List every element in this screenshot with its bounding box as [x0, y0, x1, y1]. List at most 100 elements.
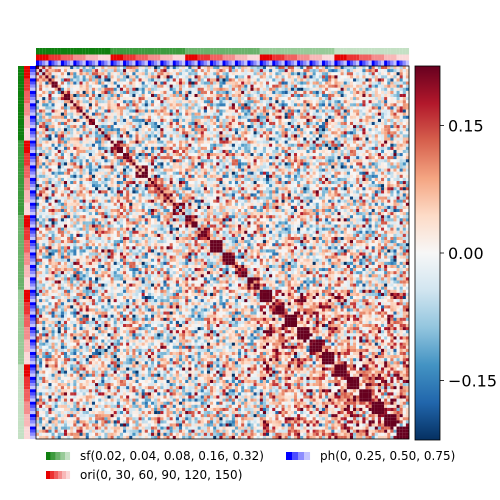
- heatmap-cell: [306, 69, 310, 73]
- heatmap-cell: [238, 66, 242, 70]
- heatmap-cell: [213, 100, 217, 104]
- heatmap-cell: [390, 153, 394, 157]
- heatmap-cell: [331, 125, 335, 129]
- heatmap-cell: [312, 75, 316, 79]
- heatmap-cell: [166, 143, 170, 147]
- heatmap-cell: [377, 168, 382, 172]
- heatmap-cell: [185, 134, 189, 138]
- heatmap-cell: [82, 162, 86, 166]
- heatmap-cell: [266, 84, 270, 88]
- heatmap-cell: [250, 146, 254, 150]
- heatmap-cell: [269, 140, 273, 144]
- heatmap-cell: [79, 159, 83, 163]
- heatmap-cell: [188, 128, 192, 132]
- heatmap-cell: [356, 69, 360, 73]
- heatmap-cell: [213, 190, 217, 194]
- heatmap-cell: [368, 181, 372, 185]
- heatmap-cell: [219, 115, 223, 119]
- heatmap-cell: [67, 72, 71, 76]
- heatmap-cell: [303, 153, 307, 157]
- heatmap-cell: [387, 184, 391, 188]
- heatmap-cell: [123, 171, 127, 175]
- heatmap-cell: [368, 78, 372, 82]
- heatmap-cell: [343, 165, 347, 169]
- heatmap-cell: [116, 159, 120, 163]
- heatmap-cell: [222, 162, 226, 166]
- heatmap-cell: [315, 131, 319, 135]
- heatmap-cell: [88, 171, 92, 175]
- heatmap-cell: [331, 78, 335, 82]
- heatmap-cell: [197, 143, 201, 147]
- heatmap-cell: [287, 125, 291, 129]
- heatmap-cell: [309, 165, 313, 169]
- heatmap-cell: [42, 81, 46, 85]
- heatmap-cell: [141, 193, 145, 197]
- heatmap-cell: [340, 115, 344, 119]
- heatmap-cell: [365, 118, 369, 122]
- heatmap-cell: [110, 121, 114, 126]
- heatmap-cell: [151, 103, 155, 107]
- heatmap-cell: [160, 81, 164, 85]
- heatmap-cell: [331, 81, 335, 85]
- heatmap-cell: [297, 165, 301, 169]
- heatmap-cell: [126, 121, 130, 126]
- heatmap-cell: [315, 171, 319, 175]
- heatmap-cell: [172, 184, 176, 188]
- heatmap-cell: [182, 90, 186, 95]
- heatmap-cell: [129, 162, 133, 166]
- heatmap-cell: [119, 112, 124, 116]
- heatmap-cell: [231, 177, 235, 182]
- heatmap-cell: [73, 106, 77, 110]
- heatmap-cell: [200, 93, 204, 98]
- heatmap-cell: [318, 137, 323, 141]
- heatmap-cell: [138, 118, 142, 122]
- heatmap-cell: [259, 156, 263, 160]
- heatmap-cell: [356, 81, 360, 85]
- heatmap-cell: [356, 115, 360, 119]
- heatmap-cell: [104, 93, 108, 98]
- heatmap-cell: [300, 115, 304, 119]
- heatmap-cell: [63, 149, 68, 154]
- heatmap-cell: [51, 103, 55, 107]
- heatmap-cell: [396, 109, 400, 113]
- heatmap-cell: [225, 177, 229, 182]
- heatmap-cell: [197, 159, 201, 163]
- heatmap-cell: [57, 177, 61, 182]
- heatmap-cell: [113, 190, 117, 194]
- heatmap-cell: [200, 69, 204, 73]
- heatmap-cell: [269, 146, 273, 150]
- heatmap-cell: [132, 109, 136, 113]
- heatmap-cell: [169, 81, 173, 85]
- heatmap-cell: [119, 156, 124, 160]
- heatmap-cell: [228, 112, 232, 116]
- heatmap-cell: [126, 69, 130, 73]
- heatmap-cell: [309, 78, 313, 82]
- heatmap-cell: [144, 78, 148, 82]
- heatmap-cell: [132, 69, 136, 73]
- heatmap-cell: [353, 69, 357, 73]
- heatmap-cell: [374, 190, 378, 194]
- heatmap-cell: [216, 143, 220, 147]
- heatmap-cell: [321, 81, 326, 85]
- heatmap-cell: [390, 190, 394, 194]
- heatmap-cell: [405, 137, 410, 141]
- heatmap-cell: [262, 118, 267, 122]
- heatmap-cell: [95, 193, 99, 197]
- heatmap-cell: [104, 66, 108, 70]
- heatmap-cell: [213, 140, 217, 144]
- heatmap-cell: [123, 93, 127, 98]
- heatmap-cell: [175, 125, 180, 129]
- heatmap-cell: [113, 72, 117, 76]
- heatmap-cell: [225, 143, 229, 147]
- heatmap-cell: [390, 66, 394, 70]
- heatmap-cell: [362, 181, 366, 185]
- heatmap-cell: [266, 115, 270, 119]
- heatmap-cell: [160, 159, 164, 163]
- heatmap-cell: [76, 156, 80, 160]
- heatmap-cell: [76, 128, 80, 132]
- heatmap-cell: [82, 128, 86, 132]
- heatmap-cell: [54, 97, 58, 101]
- heatmap-cell: [306, 128, 310, 132]
- heatmap-cell: [328, 131, 332, 135]
- heatmap-cell: [259, 87, 263, 91]
